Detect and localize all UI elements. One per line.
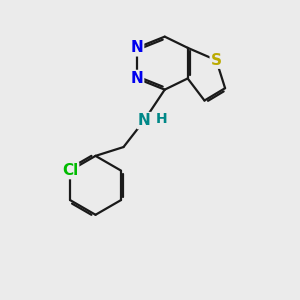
Text: S: S: [211, 53, 222, 68]
Text: H: H: [155, 112, 167, 126]
Text: N: N: [130, 40, 143, 55]
Text: N: N: [138, 113, 151, 128]
Text: N: N: [130, 71, 143, 86]
Text: Cl: Cl: [62, 163, 78, 178]
